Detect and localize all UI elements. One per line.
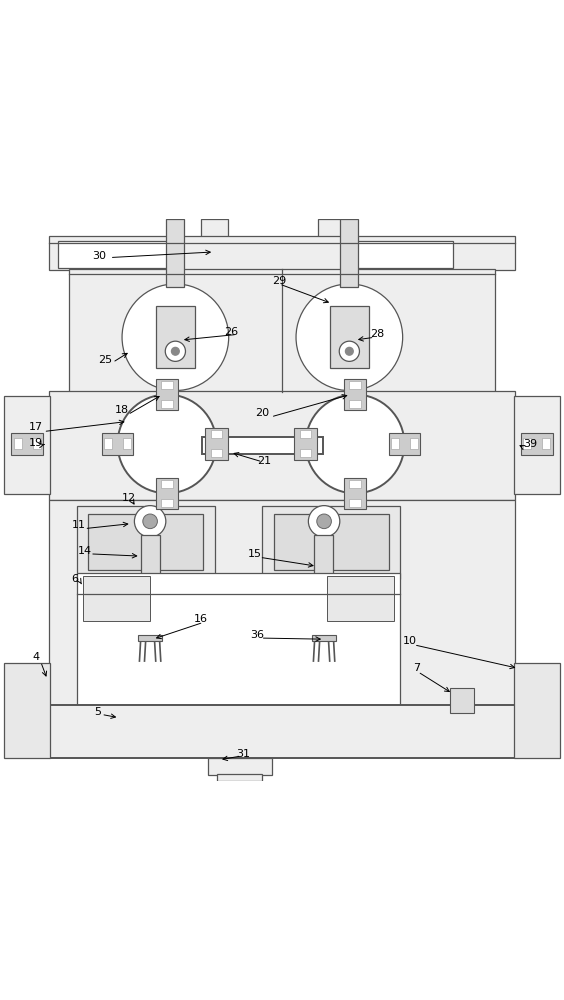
Circle shape bbox=[171, 347, 179, 355]
Bar bbox=[343, 241, 453, 268]
Text: 16: 16 bbox=[193, 614, 208, 624]
Text: 11: 11 bbox=[72, 520, 86, 530]
Text: 12: 12 bbox=[122, 493, 136, 503]
Bar bbox=[349, 499, 360, 507]
Bar bbox=[161, 480, 173, 488]
Bar bbox=[156, 478, 178, 509]
Circle shape bbox=[317, 514, 332, 529]
Bar bbox=[274, 514, 389, 570]
Bar bbox=[77, 506, 215, 579]
Text: 17: 17 bbox=[29, 422, 43, 432]
Bar bbox=[514, 663, 560, 758]
Circle shape bbox=[306, 394, 404, 493]
Bar bbox=[77, 573, 400, 705]
Bar bbox=[343, 379, 366, 410]
Bar bbox=[138, 635, 162, 641]
Bar bbox=[69, 269, 495, 392]
Bar bbox=[300, 449, 311, 457]
Text: 14: 14 bbox=[77, 546, 91, 556]
Text: 39: 39 bbox=[523, 439, 537, 449]
Text: 25: 25 bbox=[98, 355, 112, 365]
Bar bbox=[391, 438, 399, 449]
Bar bbox=[389, 433, 420, 455]
Text: 5: 5 bbox=[94, 707, 102, 717]
Text: 29: 29 bbox=[272, 276, 287, 286]
Bar bbox=[294, 428, 317, 460]
Bar bbox=[205, 428, 227, 460]
Bar bbox=[58, 241, 167, 268]
Bar bbox=[202, 437, 323, 454]
Bar bbox=[218, 774, 262, 781]
Bar bbox=[410, 438, 418, 449]
Text: 7: 7 bbox=[413, 663, 420, 673]
Circle shape bbox=[296, 284, 403, 391]
Bar bbox=[156, 306, 195, 368]
Bar bbox=[104, 438, 112, 449]
Bar bbox=[343, 478, 366, 509]
Bar bbox=[161, 499, 173, 507]
Bar bbox=[89, 514, 204, 570]
Bar bbox=[161, 400, 173, 408]
Bar bbox=[330, 306, 369, 368]
Text: 18: 18 bbox=[115, 405, 129, 415]
Bar bbox=[102, 433, 133, 455]
Text: 15: 15 bbox=[248, 549, 262, 559]
Bar bbox=[327, 576, 394, 621]
Text: 6: 6 bbox=[71, 574, 78, 584]
Circle shape bbox=[339, 341, 359, 361]
Bar bbox=[83, 576, 150, 621]
Bar bbox=[49, 391, 515, 500]
Bar bbox=[201, 219, 227, 259]
Circle shape bbox=[345, 347, 353, 355]
Bar bbox=[349, 480, 360, 488]
Bar bbox=[312, 635, 336, 641]
Bar bbox=[140, 535, 160, 599]
Text: 30: 30 bbox=[92, 251, 107, 261]
Bar bbox=[314, 535, 333, 599]
Bar bbox=[262, 506, 400, 579]
Bar bbox=[319, 219, 345, 259]
Bar bbox=[4, 663, 50, 758]
Bar bbox=[211, 430, 222, 438]
Bar bbox=[123, 438, 131, 449]
Bar bbox=[166, 219, 184, 287]
Bar bbox=[33, 438, 41, 449]
Text: 28: 28 bbox=[371, 329, 385, 339]
Bar bbox=[49, 236, 515, 270]
Text: 20: 20 bbox=[255, 408, 270, 418]
Circle shape bbox=[134, 506, 166, 537]
Bar bbox=[451, 688, 474, 713]
Bar bbox=[156, 379, 178, 410]
Bar bbox=[349, 381, 360, 389]
Text: 26: 26 bbox=[224, 327, 239, 337]
Circle shape bbox=[143, 514, 157, 529]
Text: 31: 31 bbox=[236, 749, 250, 759]
Bar bbox=[514, 396, 560, 494]
Bar bbox=[211, 449, 222, 457]
Circle shape bbox=[165, 341, 186, 361]
Bar bbox=[161, 381, 173, 389]
Text: 36: 36 bbox=[250, 630, 264, 640]
Text: 4: 4 bbox=[33, 652, 39, 662]
Text: 21: 21 bbox=[257, 456, 271, 466]
Text: 19: 19 bbox=[29, 438, 43, 448]
Circle shape bbox=[309, 506, 340, 537]
Bar bbox=[14, 438, 21, 449]
Bar bbox=[11, 433, 43, 455]
Bar bbox=[349, 400, 360, 408]
Circle shape bbox=[117, 394, 217, 493]
Bar bbox=[49, 705, 515, 758]
Text: 10: 10 bbox=[403, 636, 417, 646]
Bar bbox=[4, 396, 50, 494]
Bar bbox=[523, 438, 531, 449]
Bar bbox=[300, 430, 311, 438]
Bar bbox=[49, 500, 515, 730]
Bar bbox=[543, 438, 550, 449]
Bar bbox=[208, 758, 272, 775]
Bar bbox=[340, 219, 358, 287]
Circle shape bbox=[122, 284, 228, 391]
Bar bbox=[521, 433, 553, 455]
